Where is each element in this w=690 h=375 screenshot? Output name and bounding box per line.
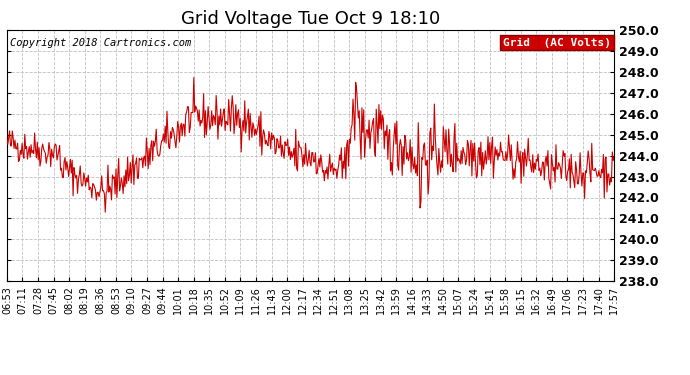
Text: Copyright 2018 Cartronics.com: Copyright 2018 Cartronics.com xyxy=(10,38,191,48)
Text: Grid  (AC Volts): Grid (AC Volts) xyxy=(503,38,611,48)
Title: Grid Voltage Tue Oct 9 18:10: Grid Voltage Tue Oct 9 18:10 xyxy=(181,10,440,28)
